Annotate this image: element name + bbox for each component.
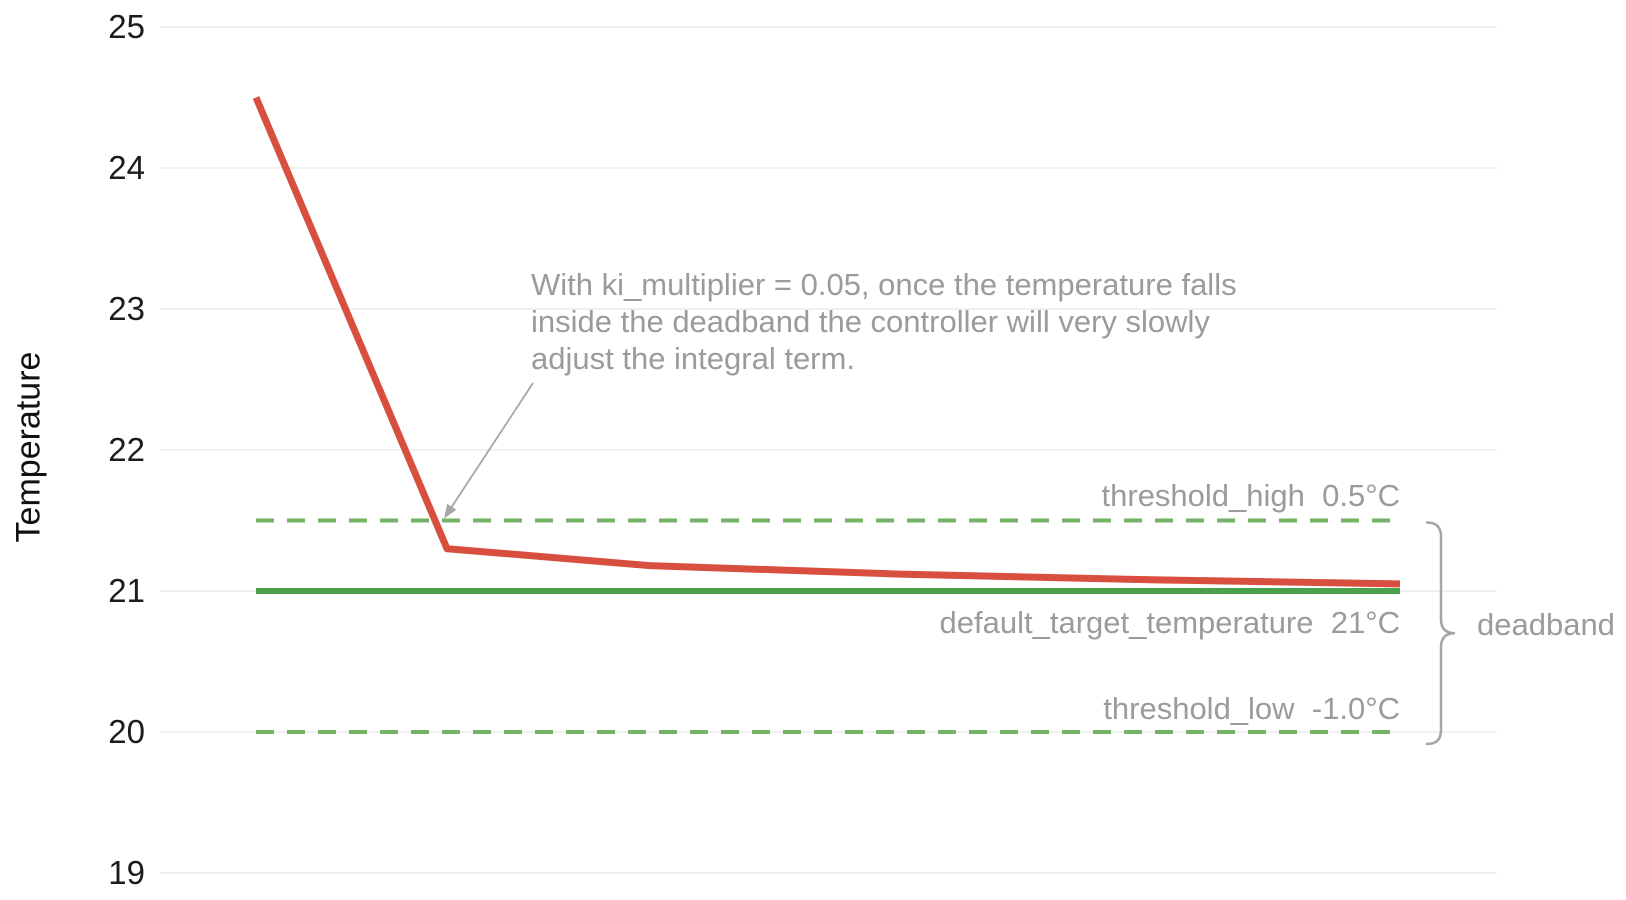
y-tick-label: 24 [108, 149, 145, 186]
annotation-text: With ki_multiplier = 0.05, once the temp… [531, 267, 1237, 376]
annotation-arrow-head [444, 503, 457, 519]
deadband-brace [1425, 521, 1456, 746]
threshold-low-label: threshold_low -1.0°C [1103, 691, 1400, 726]
y-tick-label: 22 [108, 431, 145, 468]
y-tick-label: 19 [108, 854, 145, 891]
y-tick-label: 25 [108, 8, 145, 45]
annotation-arrow-line [451, 382, 534, 508]
y-tick-label: 21 [108, 572, 145, 609]
deadband-label: deadband [1477, 607, 1615, 642]
temperature-series-line [252, 96, 1401, 588]
y-tick-label: 20 [108, 713, 145, 750]
default-target-temperature-label: default_target_temperature 21°C [939, 605, 1400, 640]
y-axis-title: Temperature [9, 351, 48, 543]
threshold-high-label: threshold_high 0.5°C [1101, 478, 1400, 513]
y-tick-label: 23 [108, 290, 145, 327]
